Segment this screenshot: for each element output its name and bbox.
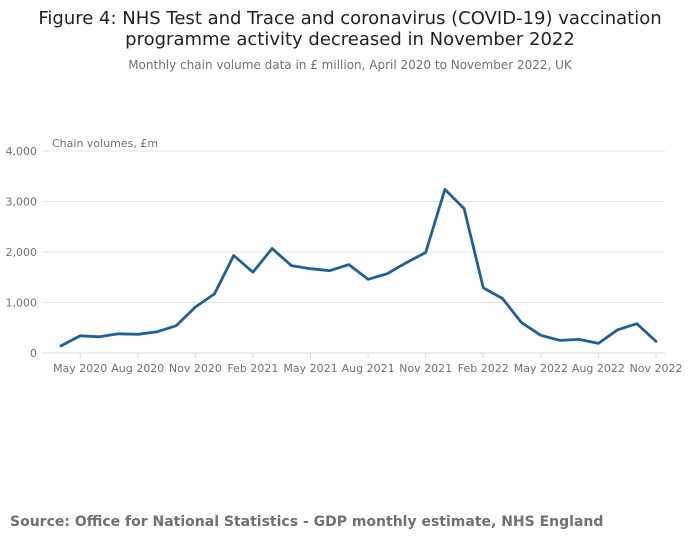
x-tick-label: May 2022 [514, 362, 568, 375]
x-tick-label: May 2021 [283, 362, 337, 375]
x-tick-label: Nov 2021 [399, 362, 452, 375]
y-tick-label: 1,000 [6, 297, 38, 310]
chart-title-line1: Figure 4: NHS Test and Trace and coronav… [38, 8, 662, 29]
chart-title: Figure 4: NHS Test and Trace and coronav… [0, 8, 700, 50]
x-tick-label: Aug 2020 [111, 362, 164, 375]
x-tick-label: Aug 2022 [572, 362, 625, 375]
x-tick-label: May 2020 [53, 362, 107, 375]
x-tick-label: Nov 2020 [169, 362, 222, 375]
y-axis-label: Chain volumes, £m [52, 137, 158, 150]
x-tick-label: Nov 2022 [630, 362, 683, 375]
source-note: Source: Office for National Statistics -… [10, 514, 604, 530]
y-tick-label: 4,000 [6, 145, 38, 158]
y-tick-label: 2,000 [6, 246, 38, 259]
y-tick-label: 0 [30, 347, 37, 360]
chart-title-line2: programme activity decreased in November… [125, 29, 575, 50]
x-tick-label: Feb 2021 [227, 362, 278, 375]
y-tick-label: 3,000 [6, 196, 38, 209]
series-line [59, 187, 658, 348]
chart-subtitle: Monthly chain volume data in £ million, … [128, 58, 572, 72]
x-tick-label: Aug 2021 [342, 362, 395, 375]
x-tick-label: Feb 2022 [458, 362, 509, 375]
